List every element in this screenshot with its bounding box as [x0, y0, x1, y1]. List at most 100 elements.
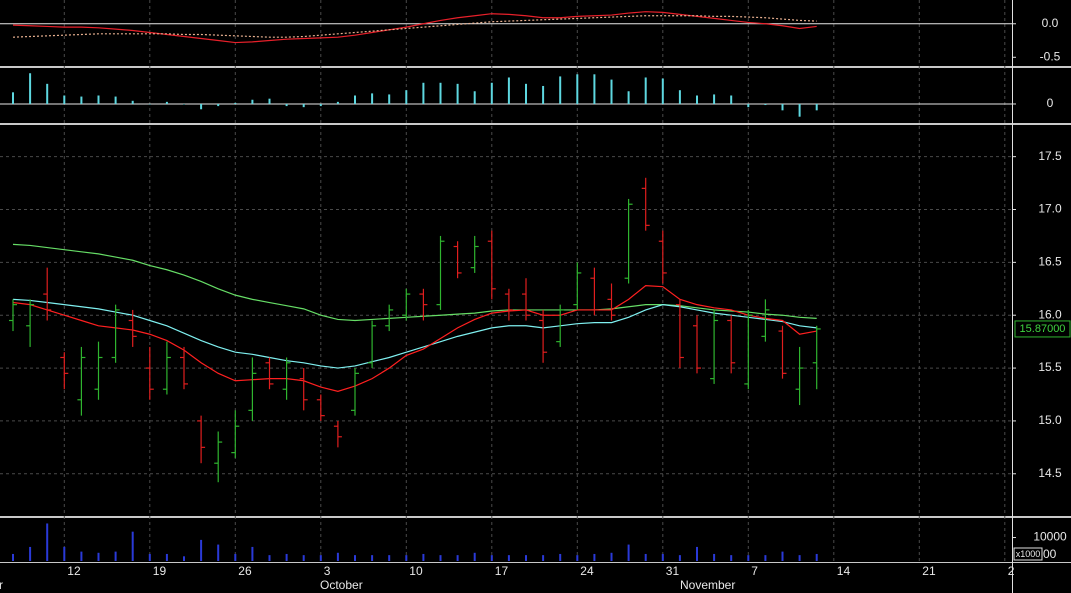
line-series: [12, 298, 817, 369]
bar: [439, 555, 442, 561]
bar: [456, 83, 459, 104]
bar: [217, 103, 220, 107]
bar: [781, 551, 784, 561]
bar: [336, 101, 339, 104]
bar: [148, 103, 151, 105]
unit-box: [1013, 547, 1043, 561]
bar: [29, 546, 32, 561]
x-tick-label: 7: [751, 564, 758, 578]
bar: [183, 103, 185, 105]
last-price-label: 15.87000: [1020, 323, 1066, 335]
x-tick-label: 19: [153, 564, 167, 578]
x-tick-label: 24: [580, 564, 594, 578]
bar: [268, 98, 271, 104]
bar: [12, 92, 14, 104]
bar: [165, 101, 168, 104]
bar: [302, 103, 305, 108]
bar: [80, 551, 83, 561]
bar: [627, 544, 630, 561]
bar: [319, 103, 322, 107]
x-tick-label: 17: [495, 564, 509, 578]
bar: [46, 83, 49, 104]
bar: [661, 78, 664, 104]
partial-label: 00: [1043, 547, 1057, 561]
x-tick-label: 10: [409, 564, 423, 578]
line-series: [12, 11, 817, 44]
bar: [217, 544, 220, 561]
bar: [336, 552, 339, 561]
x-tick-label: 2: [1008, 564, 1015, 578]
bar: [542, 555, 545, 561]
bar: [114, 551, 117, 561]
y-tick-label: -0.5: [1040, 49, 1061, 63]
bar: [63, 546, 66, 561]
bar: [114, 96, 117, 104]
month-label: r: [0, 578, 3, 592]
bar: [354, 555, 356, 561]
bar: [559, 553, 562, 561]
bar: [798, 555, 801, 561]
bar: [559, 76, 562, 104]
bar: [815, 103, 818, 111]
bar: [12, 553, 14, 561]
y-tick-label: 17.0: [1038, 202, 1062, 216]
bar: [525, 555, 527, 561]
bar: [747, 555, 750, 561]
bar: [764, 103, 767, 106]
bar: [473, 552, 476, 561]
bar: [542, 85, 545, 104]
bar: [713, 94, 716, 104]
bar: [473, 91, 476, 104]
bar: [46, 523, 49, 561]
line-series: [12, 243, 817, 322]
bar: [165, 553, 168, 561]
bar: [285, 553, 288, 561]
y-tick-label: 15.0: [1038, 413, 1062, 427]
bar: [405, 555, 408, 561]
bar: [29, 73, 32, 104]
bar: [234, 553, 237, 561]
bar: [302, 555, 305, 561]
bar: [63, 95, 66, 104]
y-tick-label: 15.5: [1038, 360, 1062, 374]
bar: [319, 555, 322, 561]
y-tick-label: 0: [1047, 96, 1054, 110]
bar: [696, 95, 698, 104]
bar: [593, 74, 596, 104]
bar: [781, 103, 784, 111]
bar: [97, 552, 100, 561]
bar: [183, 556, 185, 561]
bar: [285, 103, 288, 107]
bar: [576, 555, 579, 561]
x-tick-label: 14: [837, 564, 851, 578]
bar: [268, 555, 271, 561]
month-label: November: [680, 578, 735, 592]
bar: [97, 95, 100, 104]
bar: [131, 100, 134, 104]
bar: [148, 553, 151, 561]
bar: [678, 555, 681, 561]
unit-label: x1000: [1016, 549, 1041, 559]
bar: [764, 555, 767, 561]
bar: [627, 91, 630, 104]
x-tick-label: 21: [922, 564, 936, 578]
bar: [747, 103, 750, 108]
bar: [661, 553, 664, 561]
bar: [610, 552, 613, 561]
x-tick-label: 3: [324, 564, 331, 578]
bar: [490, 82, 493, 104]
bar: [131, 531, 134, 561]
y-tick-label: 16.5: [1038, 255, 1062, 269]
bar: [815, 553, 818, 561]
x-tick-label: 26: [238, 564, 252, 578]
bar: [371, 555, 374, 561]
bar: [730, 95, 733, 104]
bar: [678, 90, 681, 104]
x-tick-label: 31: [666, 564, 680, 578]
month-label: October: [320, 578, 363, 592]
y-tick-label: 10000: [1033, 530, 1067, 544]
bar: [354, 95, 356, 104]
bar: [200, 103, 203, 110]
